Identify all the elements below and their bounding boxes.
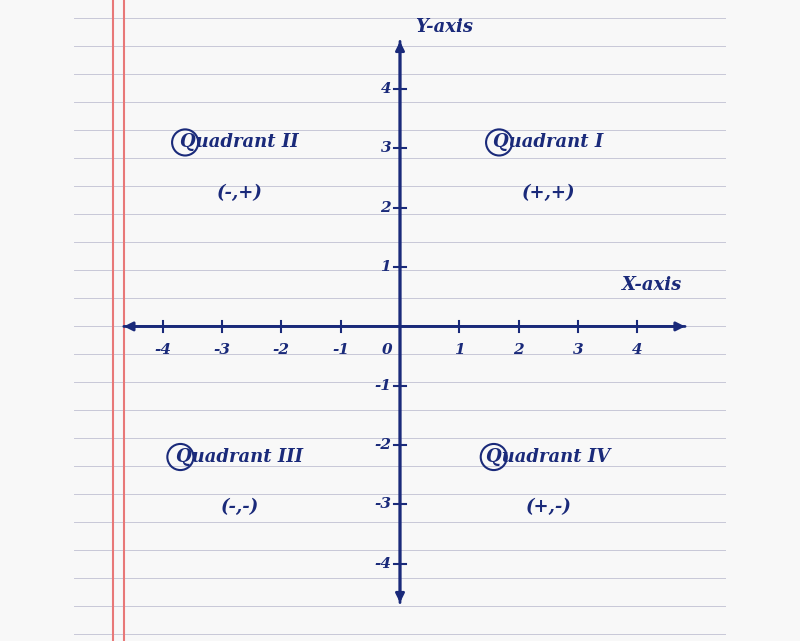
Text: 2: 2 bbox=[514, 343, 524, 357]
Text: -3: -3 bbox=[214, 343, 230, 357]
Text: -1: -1 bbox=[332, 343, 349, 357]
Text: (+,-): (+,-) bbox=[526, 499, 571, 517]
Text: 3: 3 bbox=[573, 343, 583, 357]
Text: -4: -4 bbox=[154, 343, 171, 357]
Text: -3: -3 bbox=[374, 497, 391, 512]
Text: -2: -2 bbox=[374, 438, 391, 452]
Text: -4: -4 bbox=[374, 557, 391, 571]
Text: Y-axis: Y-axis bbox=[415, 17, 473, 36]
Text: -1: -1 bbox=[374, 379, 391, 393]
Text: -2: -2 bbox=[273, 343, 290, 357]
Text: (-,-): (-,-) bbox=[221, 499, 259, 517]
Text: Quadrant II: Quadrant II bbox=[181, 133, 299, 151]
Text: 4: 4 bbox=[632, 343, 642, 357]
Text: Quadrant III: Quadrant III bbox=[176, 448, 303, 466]
Text: 3: 3 bbox=[381, 142, 391, 155]
Text: Quadrant IV: Quadrant IV bbox=[486, 448, 610, 466]
Text: (-,+): (-,+) bbox=[217, 184, 262, 202]
Text: 4: 4 bbox=[381, 82, 391, 96]
Text: Quadrant I: Quadrant I bbox=[494, 133, 603, 151]
Text: 1: 1 bbox=[454, 343, 465, 357]
Text: (+,+): (+,+) bbox=[522, 184, 575, 202]
Text: 1: 1 bbox=[381, 260, 391, 274]
Text: 0: 0 bbox=[382, 343, 392, 357]
Text: X-axis: X-axis bbox=[622, 276, 682, 294]
Text: 2: 2 bbox=[381, 201, 391, 215]
